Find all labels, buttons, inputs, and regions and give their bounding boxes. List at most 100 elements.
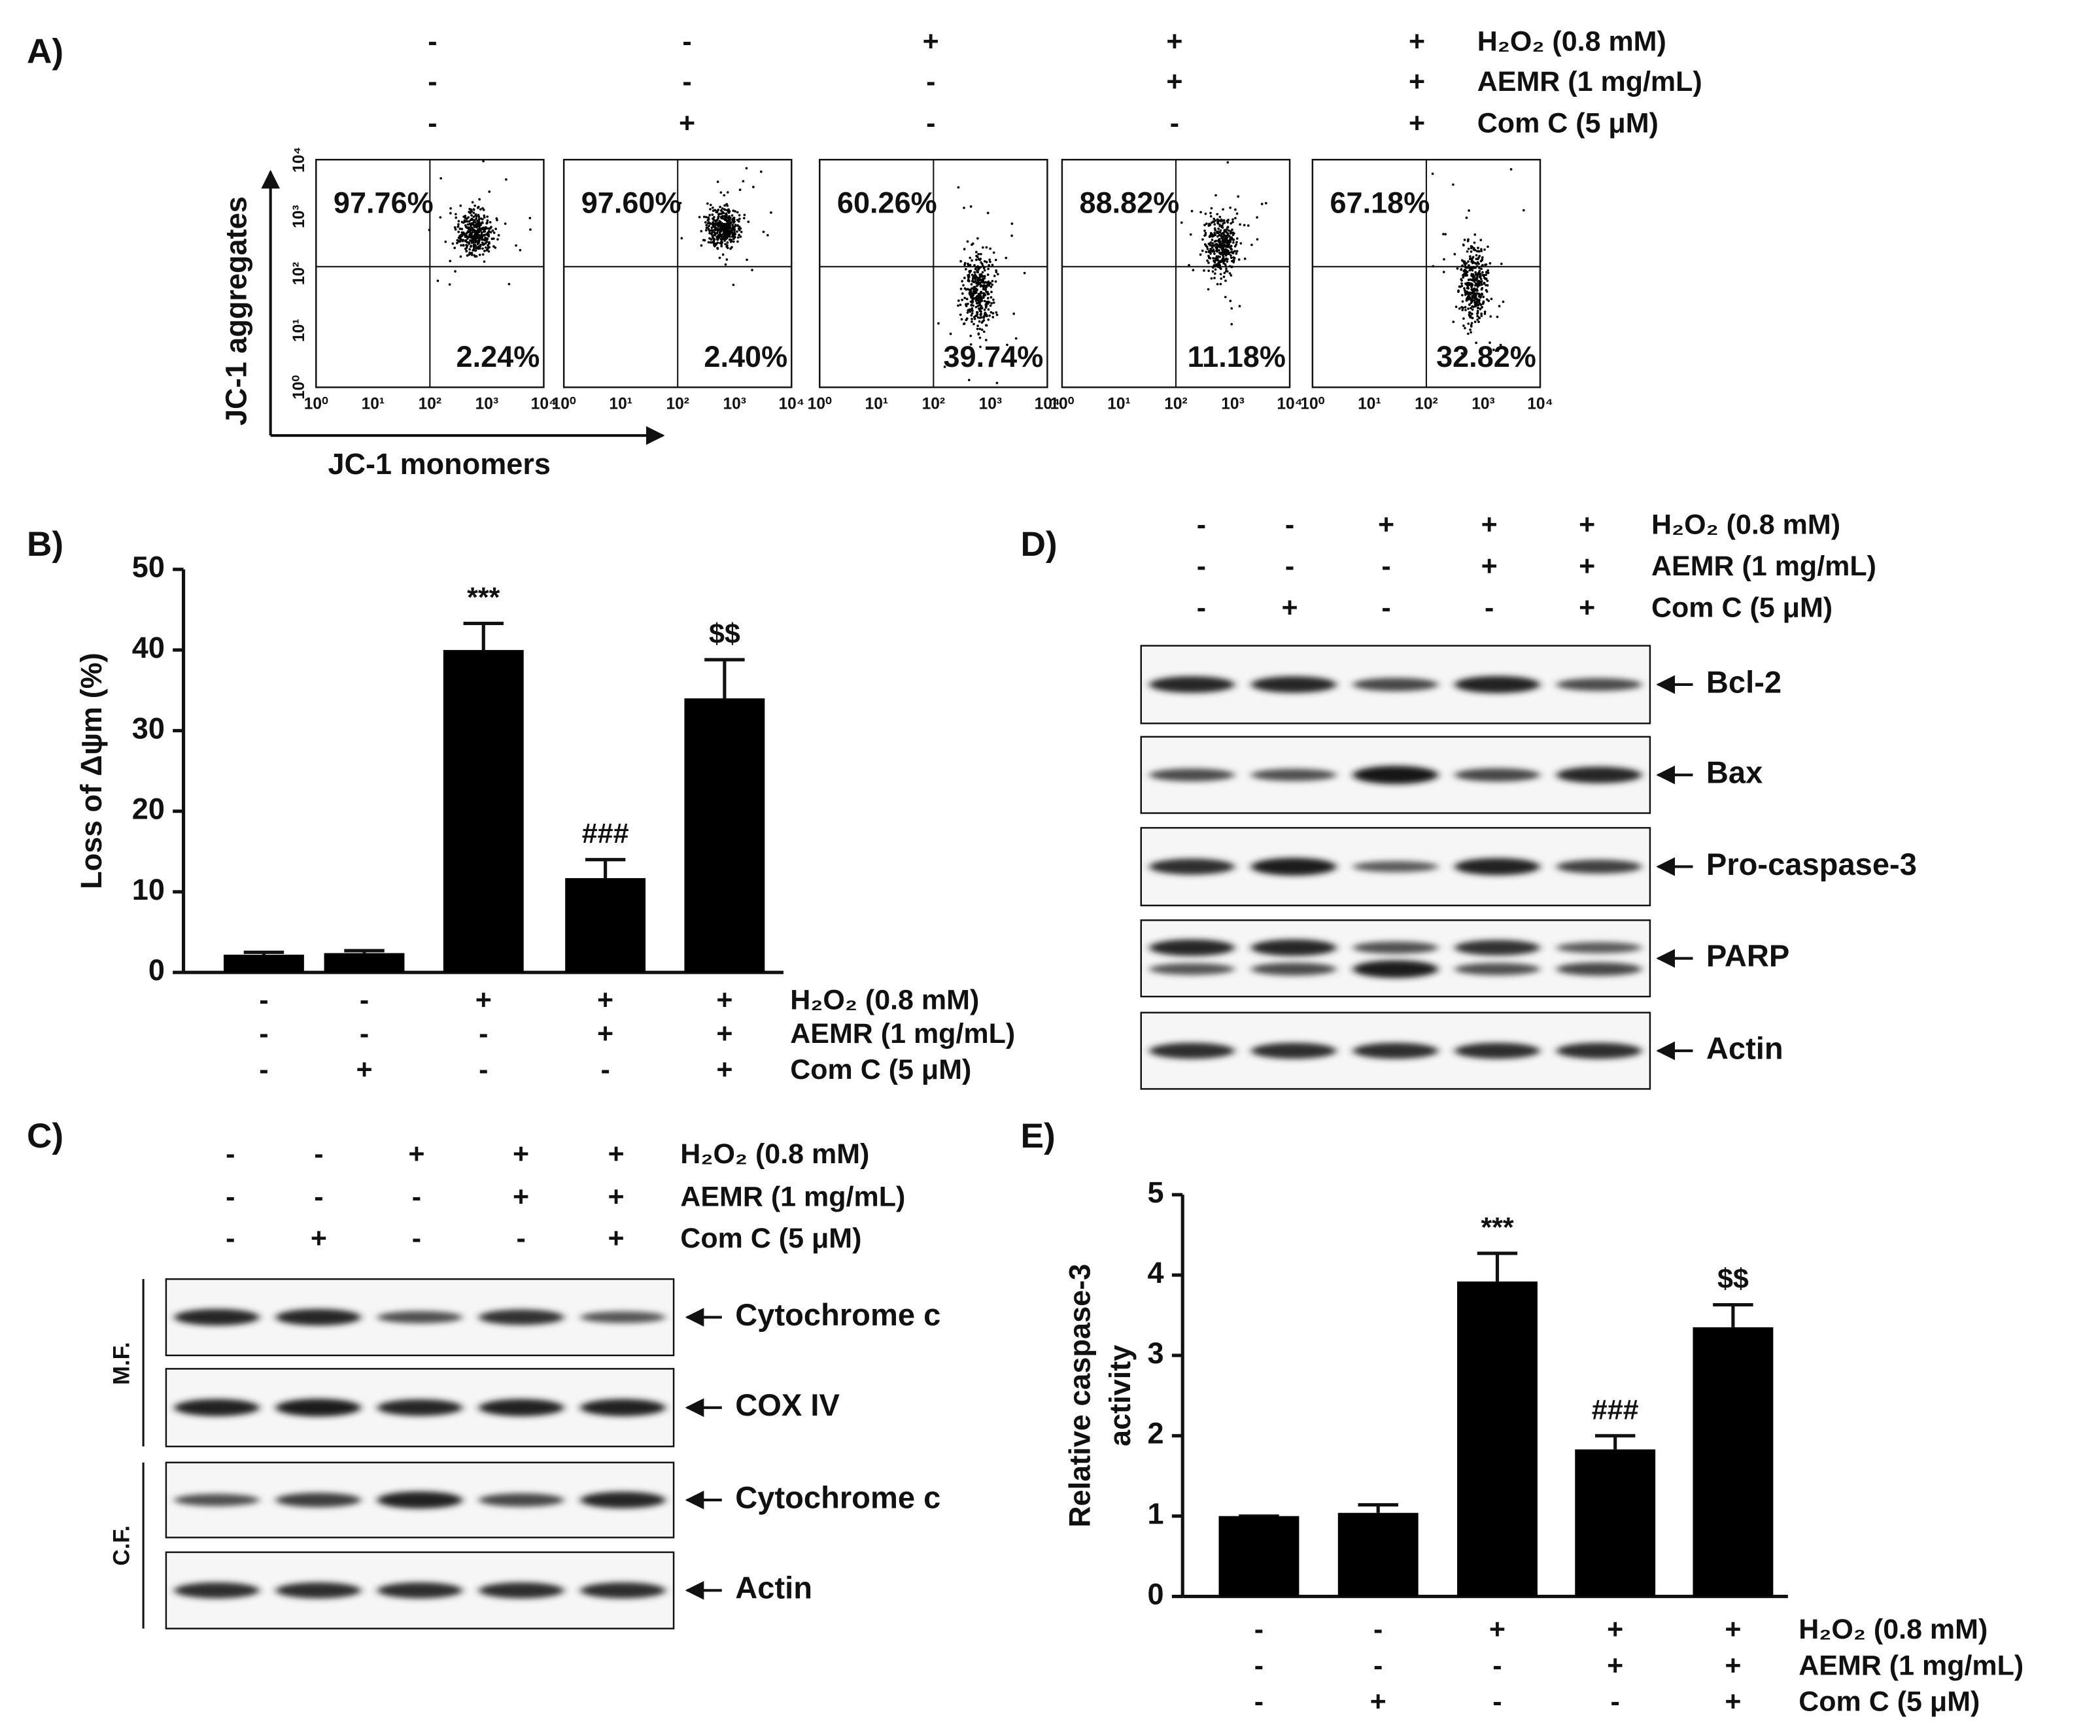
dot xyxy=(729,240,732,243)
dot xyxy=(1480,250,1483,252)
dot xyxy=(1470,322,1473,325)
dot xyxy=(978,336,982,339)
treatment-sign: - xyxy=(600,1054,610,1085)
dot xyxy=(719,191,723,194)
dot xyxy=(474,249,477,252)
treatment-sign: - xyxy=(926,66,935,97)
x-tick-label: 10¹ xyxy=(362,395,385,413)
dot xyxy=(1201,238,1204,241)
dot xyxy=(1231,220,1234,224)
dot xyxy=(458,235,461,238)
dot xyxy=(465,244,468,247)
dot xyxy=(965,298,969,301)
band xyxy=(377,1399,463,1416)
dot xyxy=(972,304,975,307)
dot xyxy=(976,311,978,314)
treatment-sign: + xyxy=(716,1018,732,1049)
y-tick-label: 2 xyxy=(1148,1417,1164,1450)
dot xyxy=(978,281,982,284)
dot xyxy=(1460,306,1463,309)
dot xyxy=(457,230,460,233)
dot xyxy=(1213,223,1216,226)
dot xyxy=(980,284,984,287)
axis-title: activity xyxy=(1103,1345,1137,1446)
dot xyxy=(456,241,458,245)
dot xyxy=(1471,316,1474,320)
dot xyxy=(1209,244,1212,247)
dot xyxy=(957,186,960,189)
dot xyxy=(720,215,723,218)
dot xyxy=(468,253,471,256)
annotation: $$ xyxy=(1717,1263,1749,1295)
treatment-sign: + xyxy=(923,26,939,57)
dot xyxy=(1256,238,1259,241)
dot xyxy=(975,250,978,254)
dot xyxy=(1465,216,1468,219)
dot xyxy=(990,290,993,294)
dot xyxy=(984,303,988,306)
treatment-sign: - xyxy=(226,1182,235,1213)
dot xyxy=(470,233,473,237)
dot xyxy=(451,242,455,245)
dot xyxy=(1203,269,1205,272)
dot xyxy=(470,214,473,217)
dot xyxy=(1217,228,1220,230)
dot xyxy=(466,226,469,230)
dot xyxy=(1460,267,1463,271)
dot xyxy=(718,234,721,237)
dot xyxy=(428,228,431,231)
treatment-sign: + xyxy=(1725,1614,1741,1645)
x-tick-label: 10³ xyxy=(979,395,1003,413)
dot xyxy=(1461,309,1464,312)
y-tick-label: 10³ xyxy=(290,205,308,228)
dot xyxy=(1235,252,1238,255)
y-tick-label: 0 xyxy=(148,953,165,987)
treatment-sign: + xyxy=(1166,66,1182,97)
dot xyxy=(466,220,469,223)
dot xyxy=(1464,306,1467,309)
dot xyxy=(1471,245,1473,248)
treatment-sign: - xyxy=(360,985,369,1016)
dot xyxy=(719,237,723,241)
x-tick-label: 10⁰ xyxy=(808,395,832,413)
dot xyxy=(1442,233,1445,235)
dot xyxy=(1218,224,1222,228)
dot xyxy=(980,310,982,313)
dot xyxy=(714,233,717,236)
dot xyxy=(473,236,476,239)
dot xyxy=(1006,343,1008,347)
dot xyxy=(487,250,491,253)
band xyxy=(1250,962,1337,976)
dot xyxy=(994,258,997,262)
dot xyxy=(718,256,721,260)
treatment-sign: - xyxy=(1197,551,1206,582)
dot xyxy=(1476,302,1479,305)
dot xyxy=(1204,233,1207,237)
dot xyxy=(1230,256,1233,259)
dot xyxy=(1213,277,1216,280)
dot xyxy=(704,229,708,231)
dot xyxy=(959,313,962,316)
dot xyxy=(969,205,973,208)
dot xyxy=(487,235,491,238)
dot xyxy=(1224,265,1228,268)
dot xyxy=(478,197,481,201)
dot xyxy=(994,280,997,283)
dot xyxy=(465,250,468,252)
treatment-label: H₂O₂ (0.8 mM) xyxy=(680,1138,869,1170)
dot xyxy=(1203,224,1206,226)
band xyxy=(1455,940,1540,956)
dot xyxy=(1489,341,1491,344)
dot xyxy=(1210,221,1213,224)
dot xyxy=(982,264,984,267)
dot xyxy=(949,332,952,335)
dot xyxy=(984,306,988,309)
dot xyxy=(1474,282,1477,285)
dot xyxy=(738,188,742,192)
dot xyxy=(721,207,724,210)
dot xyxy=(466,254,469,257)
dot xyxy=(1226,220,1229,222)
annotation: *** xyxy=(1481,1212,1513,1243)
y-tick-label: 10⁰ xyxy=(290,375,308,400)
dot xyxy=(1218,231,1222,234)
